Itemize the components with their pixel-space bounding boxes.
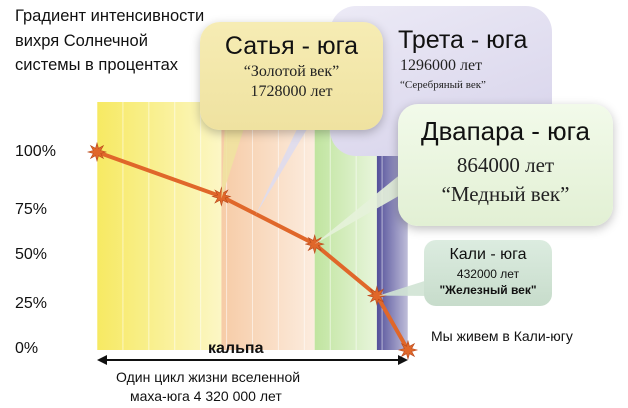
dvapara-title: Двапара - юга xyxy=(420,116,591,146)
treta-title: Трета - юга xyxy=(398,26,528,54)
dvapara-yuga-bubble: Двапара - юга 864000 лет “Медный век” xyxy=(398,104,613,226)
dvapara-years: 864000 лет xyxy=(456,153,555,177)
kali-years: 432000 лет xyxy=(456,267,520,281)
treta-name: “Серебряный век” xyxy=(400,79,486,91)
y-tick-75: 75% xyxy=(15,201,48,218)
satya-title: Сатья - юга xyxy=(224,32,359,60)
satya-name: “Золотой век” xyxy=(243,63,340,80)
now-label: Мы живем в Кали-югу xyxy=(431,328,573,344)
data-point xyxy=(366,285,387,306)
y-axis-label: Градиент интенсивности вихря Солнечной с… xyxy=(15,7,205,74)
kalpa-arrow-left xyxy=(97,355,107,365)
era-band-0 xyxy=(97,102,222,350)
kali-name: "Железный век" xyxy=(439,283,537,297)
treta-years: 1296000 лет xyxy=(400,57,483,74)
satya-pointer xyxy=(221,122,246,199)
kali-title: Кали - юга xyxy=(449,246,527,263)
satya-yuga-bubble: Сатья - юга “Золотой век” 1728000 лет xyxy=(200,22,383,130)
y-tick-0: 0% xyxy=(15,340,39,357)
kali-yuga-bubble: Кали - юга 432000 лет "Железный век" xyxy=(424,240,552,306)
y-tick-25: 25% xyxy=(15,295,48,312)
kalpa-label: кальпа xyxy=(208,340,264,357)
data-point xyxy=(304,233,325,255)
data-point xyxy=(397,339,419,361)
satya-years: 1728000 лет xyxy=(250,83,333,100)
kali-pointer xyxy=(378,278,434,296)
kalpa-arrow-right xyxy=(398,355,408,365)
y-tick-100: 100% xyxy=(15,143,56,160)
cycle-label-line1: Один цикл жизни вселенной xyxy=(116,369,301,385)
data-point xyxy=(86,141,108,163)
cycle-label-line2: маха-юга 4 320 000 лет xyxy=(130,388,282,404)
data-point xyxy=(211,186,232,207)
dvapara-name: “Медный век” xyxy=(441,182,570,206)
y-tick-50: 50% xyxy=(15,246,48,263)
